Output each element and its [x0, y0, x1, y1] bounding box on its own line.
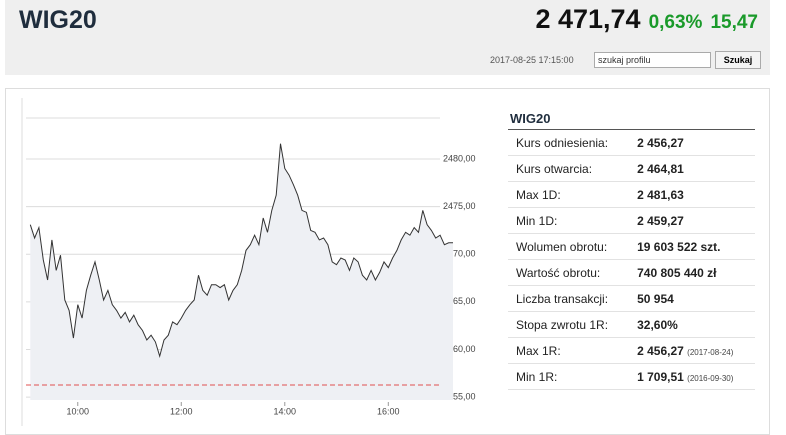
stats-row: Max 1R: 2 456,27 (2017-08-24) [508, 337, 755, 364]
stats-value: 2 464,81 [629, 155, 755, 182]
search-button[interactable]: Szukaj [715, 51, 761, 69]
stats-row: Kurs otwarcia: 2 464,81 [508, 155, 755, 182]
change: 15,47 [710, 12, 758, 33]
stats-row: Wartość obrotu: 740 805 440 zł [508, 259, 755, 286]
stats-value: 50 954 [629, 285, 755, 312]
stats-note: (2016-09-30) [687, 373, 734, 383]
stats-value-text: 2 456,27 [637, 343, 684, 358]
stats-row: Stopa zwrotu 1R: 32,60% [508, 311, 755, 338]
stats-row: Min 1R: 1 709,51 (2016-09-30) [508, 363, 755, 390]
price-line [29, 143, 453, 359]
search-input[interactable]: szukaj profilu [594, 52, 711, 68]
stats-value-text: 740 805 440 zł [637, 265, 717, 280]
stats-label: Wolumen obrotu: [508, 233, 630, 260]
y-tick-label: 2475,00 [443, 201, 476, 211]
stats-label: Kurs odniesienia: [508, 130, 630, 156]
stats-value: 2 481,63 [629, 181, 755, 208]
page: WIG20 2 471,74 0,63% 15,47 2017-08-25 17:1… [5, 0, 770, 435]
stats-note: (2017-08-24) [687, 347, 734, 357]
price: 2 471,74 [535, 4, 641, 34]
stats-value: 2 456,27 [629, 130, 755, 156]
stats-value: 32,60% [629, 311, 755, 338]
index-title: WIG20 [19, 6, 97, 34]
stats-label: Stopa zwrotu 1R: [508, 311, 630, 338]
chart: 2455,00 2460,00 2465,00 2470,00 2475,00 2480,… [21, 98, 476, 426]
change-pct: 0,63% [648, 12, 703, 33]
x-tick-label: 12:00 [170, 406, 193, 416]
price-block: 2 471,74 0,63% 15,47 [535, 4, 758, 35]
stats-row: Min 1D: 2 459,27 [508, 207, 755, 234]
stats-panel: WIG20 Kurs odniesienia: 2 456,27 Kurs otwa… [508, 108, 755, 390]
stats-value: 2 459,27 [629, 207, 755, 234]
stats-row: Max 1D: 2 481,63 [508, 181, 755, 208]
stats-value-text: 2 481,63 [637, 187, 684, 202]
stats-value-text: 2 459,27 [637, 213, 684, 228]
y-tick-label: 2480,00 [443, 153, 476, 163]
stats-label: Min 1R: [508, 363, 630, 390]
stats-row: Wolumen obrotu: 19 603 522 szt. [508, 233, 755, 260]
stats-label: Liczba transakcji: [508, 285, 630, 312]
stats-row: Liczba transakcji: 50 954 [508, 285, 755, 312]
y-tick-label: 2460,00 [443, 344, 476, 354]
y-tick-label: 2455,00 [443, 392, 476, 402]
stats-value-text: 32,60% [637, 317, 678, 332]
stats-label: Max 1R: [508, 337, 630, 364]
stats-value-text: 19 603 522 szt. [637, 239, 721, 254]
stats-value-text: 2 464,81 [637, 161, 684, 176]
stats-row: Kurs odniesienia: 2 456,27 [508, 130, 755, 156]
y-tick-label: 2470,00 [443, 249, 476, 259]
stats-value: 19 603 522 szt. [629, 233, 755, 260]
stats-table: Kurs odniesienia: 2 456,27 Kurs otwarcia: 2… [508, 130, 755, 390]
stats-value: 740 805 440 zł [629, 259, 755, 286]
stats-label: Max 1D: [508, 181, 630, 208]
stats-label: Kurs otwarcia: [508, 155, 630, 182]
x-tick-label: 16:00 [377, 406, 400, 416]
stats-value: 1 709,51 (2016-09-30) [629, 363, 755, 390]
x-tick-label: 10:00 [66, 406, 89, 416]
header: WIG20 2 471,74 0,63% 15,47 2017-08-25 17:1… [5, 0, 770, 75]
stats-title: WIG20 [508, 108, 755, 130]
stats-value-text: 2 456,27 [637, 135, 684, 150]
stats-value: 2 456,27 (2017-08-24) [629, 337, 755, 364]
stats-value-text: 50 954 [637, 291, 674, 306]
y-tick-label: 2465,00 [443, 296, 476, 306]
timestamp: 2017-08-25 17:15:00 [490, 55, 574, 65]
stats-label: Min 1D: [508, 207, 630, 234]
x-tick-label: 14:00 [274, 406, 297, 416]
stats-label: Wartość obrotu: [508, 259, 630, 286]
stats-value-text: 1 709,51 [637, 369, 684, 384]
